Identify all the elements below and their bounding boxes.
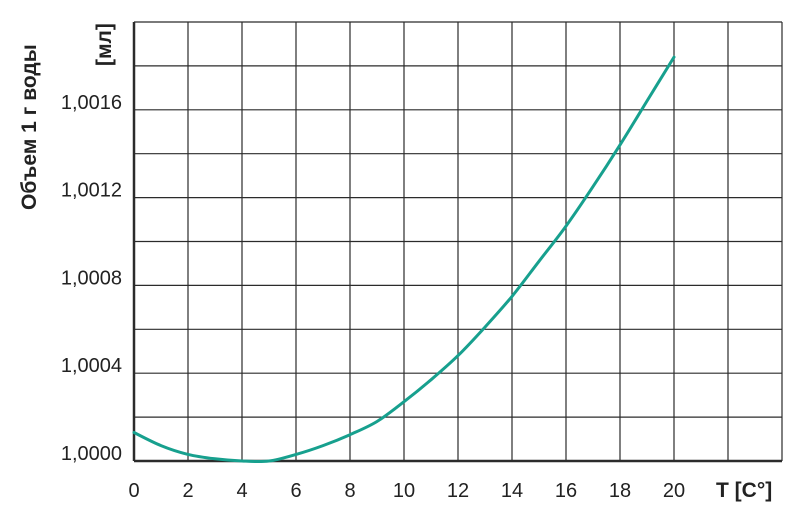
x-tick-label: 20 (663, 480, 685, 502)
y-axis-unit: [мл] (93, 23, 116, 66)
x-tick-label: 6 (290, 480, 301, 502)
x-tick-label: 10 (393, 480, 415, 502)
y-tick-label: 1,0000 (61, 443, 122, 465)
x-tick-label: 12 (447, 480, 469, 502)
y-tick-label: 1,0004 (61, 355, 122, 377)
y-tick-label: 1,0012 (61, 180, 122, 202)
grid (132, 21, 783, 463)
y-tick-labels: 1,0000 1,0004 1,0008 1,0012 1,0016 (61, 92, 122, 465)
y-tick-label: 1,0008 (61, 267, 122, 289)
y-tick-label: 1,0016 (61, 92, 122, 114)
y-axis-title: Объем 1 г воды (18, 44, 41, 210)
x-tick-label: 0 (128, 480, 139, 502)
series-line (132, 55, 676, 464)
x-tick-label: 8 (344, 480, 355, 502)
x-axis-title: T [С°] (716, 479, 772, 502)
x-tick-label: 4 (236, 480, 247, 502)
x-tick-label: 18 (609, 480, 631, 502)
x-tick-label: 16 (555, 480, 577, 502)
x-tick-labels: 0 2 4 6 8 10 12 14 16 18 20 (128, 480, 685, 502)
x-tick-label: 14 (501, 480, 523, 502)
x-tick-label: 2 (182, 480, 193, 502)
